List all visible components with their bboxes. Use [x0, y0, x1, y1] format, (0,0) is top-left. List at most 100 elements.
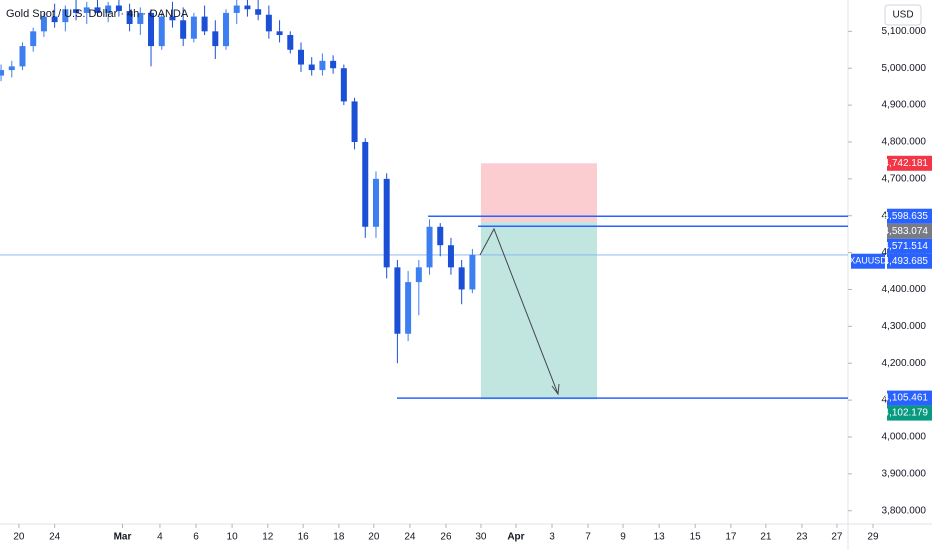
x-tick-label: 21	[760, 532, 772, 543]
x-tick-label: 17	[725, 532, 737, 543]
candle-body	[212, 31, 219, 47]
candle-body	[201, 16, 208, 32]
x-tick-label: 29	[867, 532, 879, 543]
candle-body	[19, 46, 26, 67]
x-tick-label: 26	[440, 532, 452, 543]
x-tick-label: 24	[49, 532, 61, 543]
y-tick-label: 5,100.000	[882, 26, 927, 37]
x-tick-label: 20	[13, 532, 25, 543]
x-tick-label: 24	[404, 532, 416, 543]
candle-body	[169, 16, 176, 21]
candle-body	[447, 245, 454, 268]
y-tick-label: 4,900.000	[882, 100, 927, 111]
candle-body	[0, 70, 5, 76]
x-tick-label: 27	[831, 532, 843, 543]
x-tick-label: Mar	[114, 532, 132, 543]
x-tick-label: 10	[227, 532, 239, 543]
candle-body	[426, 226, 433, 268]
candle-body	[62, 9, 69, 23]
x-tick-label: 20	[368, 532, 380, 543]
x-tick-label: 23	[796, 532, 808, 543]
candle-body	[330, 60, 337, 69]
price-label: 4,583.074	[884, 226, 929, 237]
price-label: 4,571.514	[884, 241, 929, 252]
x-tick-label: 18	[333, 532, 345, 543]
x-tick-label: 7	[585, 532, 591, 543]
symbol-tag: XAUUSD	[849, 256, 887, 266]
candle-body	[351, 101, 358, 142]
candle-body	[233, 5, 240, 13]
candle-body	[458, 267, 465, 290]
price-label-box	[887, 405, 932, 421]
candle-body	[115, 5, 122, 12]
y-tick-label: 4,300.000	[882, 321, 927, 332]
price-label-box	[887, 238, 932, 254]
y-tick-label: 4,000.000	[882, 432, 927, 443]
candle-body	[180, 20, 187, 39]
currency-label: USD	[892, 10, 913, 21]
candle-body	[51, 16, 58, 23]
price-label-box	[887, 223, 932, 239]
candle-body	[255, 9, 262, 15]
candle-body	[94, 7, 101, 13]
x-tick-label: 12	[262, 532, 274, 543]
y-tick-label: 4,400.000	[882, 284, 927, 295]
candle-body	[137, 12, 144, 24]
candle-body	[148, 12, 155, 47]
candle-body	[297, 49, 304, 65]
candle-body	[415, 267, 422, 283]
target-zone	[480, 221, 597, 400]
price-label-box	[887, 208, 932, 224]
x-tick-label: 9	[620, 532, 626, 543]
candle-body	[469, 254, 476, 290]
candle-body	[8, 66, 15, 71]
price-label: 4,105.461	[884, 393, 929, 404]
candle-body	[319, 60, 326, 71]
stop-zone	[480, 163, 597, 222]
candle-body	[394, 267, 401, 334]
x-tick-label: 4	[157, 532, 163, 543]
candle-body	[437, 226, 444, 246]
candle-body	[83, 7, 90, 13]
price-label: 4,102.179	[884, 408, 929, 419]
y-tick-label: 5,000.000	[882, 63, 927, 74]
price-label: 4,598.635	[884, 211, 929, 222]
candle-body	[383, 178, 390, 268]
x-tick-label: 3	[549, 532, 555, 543]
currency-button[interactable]	[884, 4, 922, 26]
y-tick-label: 3,900.000	[882, 468, 927, 479]
candle-body	[362, 141, 369, 227]
candle-body	[126, 11, 133, 24]
candle-body	[30, 31, 37, 47]
x-tick-label: 6	[193, 532, 199, 543]
x-tick-label: 30	[475, 532, 487, 543]
candle-body	[308, 64, 315, 71]
x-tick-label: 13	[654, 532, 666, 543]
price-label: 4,742.181	[884, 158, 929, 169]
x-tick-label: 15	[690, 532, 702, 543]
candle-body	[158, 16, 165, 47]
candle-body	[372, 178, 379, 227]
candle-body	[265, 14, 272, 32]
candle-body	[276, 31, 283, 36]
candle-body	[340, 68, 347, 102]
price-label: 4,493.685	[884, 256, 929, 267]
candle-body	[223, 12, 230, 47]
candle-body	[73, 9, 80, 13]
arrow-head	[551, 383, 560, 396]
candle-body	[190, 16, 197, 39]
price-label-box	[887, 390, 932, 406]
y-tick-label: 3,800.000	[882, 505, 927, 516]
x-tick-label: 16	[298, 532, 310, 543]
x-tick-label: Apr	[507, 532, 524, 543]
projection-arrow	[479, 227, 559, 395]
y-tick-label: 4,700.000	[882, 173, 927, 184]
chart-title: Gold Spot / U.S. Dollar · 4h · OANDA	[6, 8, 189, 20]
y-tick-label: 4,800.000	[882, 137, 927, 148]
candle-body	[405, 282, 412, 334]
candle-body	[105, 5, 112, 13]
candle-body	[244, 5, 251, 10]
